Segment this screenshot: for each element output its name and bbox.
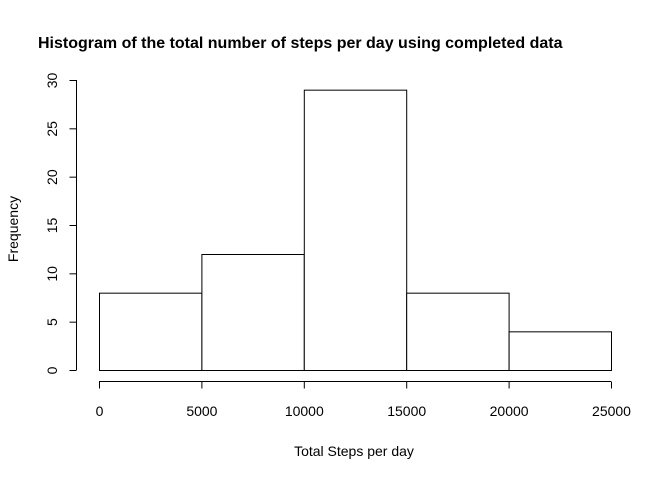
x-tick-label: 25000 [592,403,631,419]
x-axis-label: Total Steps per day [294,443,414,459]
y-tick-label: 15 [44,218,60,234]
histogram-bar-4 [508,331,613,372]
y-tick-label: 30 [44,73,60,89]
y-axis-label: Frequency [5,196,21,262]
histogram-bar-1 [201,254,305,371]
histogram-bar-3 [406,292,510,371]
x-tick-label: 15000 [387,403,426,419]
x-tick-label: 10000 [285,403,324,419]
y-tick-label: 25 [44,121,60,137]
y-tick-label: 10 [44,266,60,282]
x-tick-label: 0 [96,403,104,419]
chart-title: Histogram of the total number of steps p… [38,35,563,52]
y-tick-label: 20 [44,169,60,185]
histogram-bar-2 [303,89,408,372]
y-tick-label: 5 [44,318,60,326]
y-tick-label: 0 [44,366,60,374]
histogram-bar-0 [99,292,203,371]
x-tick-label: 5000 [186,403,217,419]
x-tick-label: 20000 [490,403,529,419]
bars-group [99,89,613,372]
y-axis: 0 5 10 15 20 25 30 [44,73,77,374]
x-axis: 0 5000 10000 15000 20000 25000 [96,381,631,419]
